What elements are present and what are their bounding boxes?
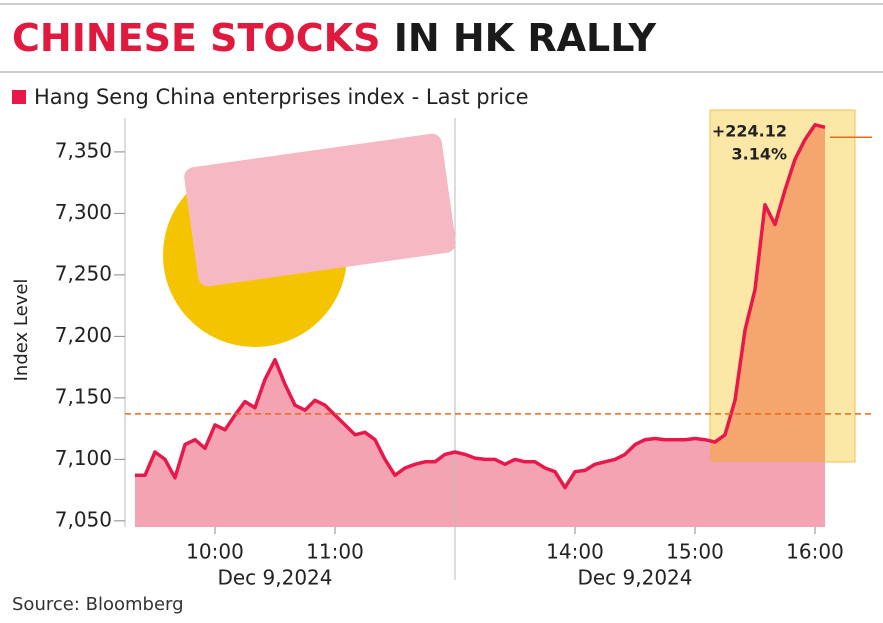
x-tick-label: 15:00: [666, 540, 724, 564]
x-group-label: Dec 9,2024: [217, 566, 332, 590]
y-tick-label: 7,050: [55, 507, 112, 531]
x-tick-label: 10:00: [186, 540, 244, 564]
legend-swatch: [12, 90, 26, 104]
y-tick-label: 7,300: [55, 200, 112, 224]
area: [135, 124, 825, 528]
x-tick-label: 14:00: [546, 540, 604, 564]
source: Source: Bloomberg: [12, 594, 184, 615]
illustration-notes: [184, 133, 456, 287]
annotation: 3.14%: [731, 145, 787, 164]
x-group-label: Dec 9,2024: [577, 566, 692, 590]
y-tick-label: 7,150: [55, 384, 112, 408]
x-tick-label: 16:00: [786, 540, 844, 564]
y-tick-label: 7,350: [55, 138, 112, 162]
y-tick-label: 7,250: [55, 261, 112, 285]
annotation: +224.12: [712, 122, 787, 141]
legend-label: Hang Seng China enterprises index - Last…: [34, 85, 529, 109]
y-tick-label: 7,200: [55, 323, 112, 347]
x-tick-label: 11:00: [306, 540, 364, 564]
chart-title: CHINESE STOCKS IN HK RALLY: [12, 16, 657, 60]
line: [135, 123, 826, 490]
y-axis-title: Index Level: [11, 279, 32, 382]
y-tick-label: 7,100: [55, 446, 112, 470]
